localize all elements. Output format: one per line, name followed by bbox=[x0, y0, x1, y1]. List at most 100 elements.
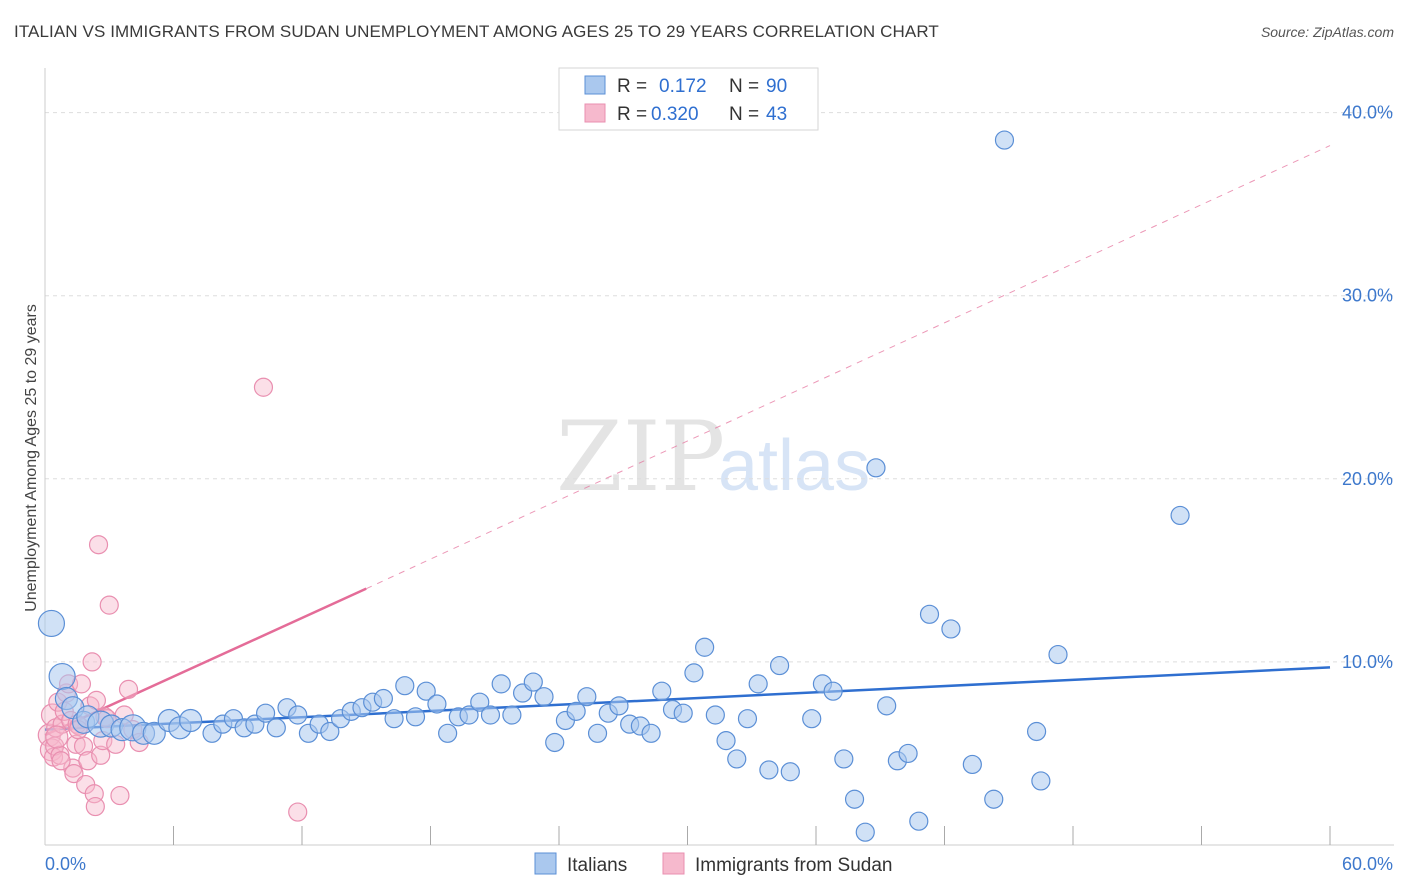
point-italians bbox=[480, 705, 501, 725]
point-italians bbox=[566, 701, 586, 721]
point-italians bbox=[438, 723, 458, 743]
point-italians bbox=[994, 130, 1015, 150]
stats-n-value-1: 90 bbox=[766, 76, 787, 97]
point-italians bbox=[255, 703, 276, 723]
stats-swatch-italians bbox=[584, 75, 606, 95]
point-italians bbox=[1026, 721, 1047, 742]
point-italians bbox=[534, 687, 554, 707]
point-italians bbox=[179, 708, 203, 733]
point-sudan bbox=[88, 535, 109, 555]
point-italians bbox=[384, 709, 404, 729]
source-label: Source: ZipAtlas.com bbox=[1260, 24, 1394, 40]
point-italians bbox=[427, 694, 447, 714]
point-italians bbox=[288, 705, 308, 725]
point-italians bbox=[984, 789, 1004, 809]
point-italians bbox=[716, 731, 736, 751]
stats-r-value-1: 0.172 bbox=[659, 76, 707, 97]
point-italians bbox=[866, 458, 886, 478]
point-italians bbox=[416, 681, 436, 701]
stats-r-label-2: R = bbox=[617, 104, 647, 125]
point-italians bbox=[502, 705, 522, 725]
data-points bbox=[37, 130, 1190, 842]
point-italians bbox=[695, 637, 715, 657]
point-italians bbox=[320, 721, 340, 742]
point-italians bbox=[1170, 505, 1190, 526]
point-sudan bbox=[82, 652, 102, 672]
point-sudan bbox=[64, 763, 84, 784]
stats-n-value-2: 43 bbox=[766, 104, 787, 125]
point-italians bbox=[395, 676, 415, 696]
stats-r-label-1: R = bbox=[617, 76, 647, 97]
y-tick-label: 10.0% bbox=[1342, 652, 1393, 672]
point-italians bbox=[727, 749, 747, 769]
point-italians bbox=[802, 709, 822, 729]
point-italians bbox=[523, 672, 543, 692]
point-italians bbox=[737, 709, 758, 729]
legend-label-italians: Italians bbox=[567, 855, 627, 876]
point-sudan bbox=[85, 796, 105, 817]
point-italians bbox=[405, 707, 426, 727]
point-italians bbox=[919, 604, 940, 624]
point-italians bbox=[1048, 644, 1068, 665]
trend-extension-sudan bbox=[366, 145, 1331, 590]
point-italians bbox=[373, 688, 393, 709]
watermark-atlas: atlas bbox=[718, 426, 870, 506]
point-sudan bbox=[45, 725, 69, 749]
point-italians bbox=[941, 619, 961, 639]
legend-label-sudan: Immigrants from Sudan bbox=[695, 855, 892, 876]
point-sudan bbox=[253, 377, 274, 397]
point-italians bbox=[909, 811, 929, 831]
chart-title: ITALIAN VS IMMIGRANTS FROM SUDAN UNEMPLO… bbox=[14, 22, 939, 41]
stats-swatch-sudan bbox=[584, 103, 606, 123]
point-italians bbox=[266, 718, 286, 738]
point-italians bbox=[705, 705, 725, 725]
y-axis-label: Unemployment Among Ages 25 to 29 years bbox=[23, 304, 40, 612]
point-sudan bbox=[91, 745, 111, 765]
point-italians bbox=[780, 762, 800, 782]
point-italians bbox=[769, 655, 790, 676]
y-tick-label: 20.0% bbox=[1342, 469, 1393, 489]
stats-n-label-1: N = bbox=[729, 76, 759, 97]
x-tick-label-min: 0.0% bbox=[45, 854, 86, 874]
gridlines bbox=[45, 112, 1394, 663]
point-italians bbox=[877, 696, 897, 716]
x-tick-label-max: 60.0% bbox=[1342, 854, 1393, 874]
point-italians bbox=[1031, 771, 1051, 791]
watermark-zip: ZIP bbox=[556, 401, 725, 513]
point-italians bbox=[898, 743, 918, 764]
point-italians bbox=[748, 674, 768, 694]
point-italians bbox=[855, 822, 875, 842]
point-italians bbox=[609, 696, 629, 716]
stats-r-value-2: 0.320 bbox=[651, 104, 699, 125]
point-italians bbox=[834, 749, 854, 769]
point-italians bbox=[823, 681, 843, 701]
point-italians bbox=[577, 687, 597, 707]
y-tick-label: 30.0% bbox=[1342, 286, 1393, 306]
point-italians bbox=[459, 705, 479, 725]
point-sudan bbox=[288, 802, 308, 822]
point-italians bbox=[37, 609, 66, 638]
stats-n-label-2: N = bbox=[729, 104, 759, 125]
point-sudan bbox=[51, 751, 71, 771]
point-italians bbox=[652, 681, 672, 701]
point-italians bbox=[673, 703, 693, 723]
point-italians bbox=[142, 721, 166, 745]
point-italians bbox=[684, 663, 704, 683]
point-italians bbox=[545, 732, 565, 753]
point-italians bbox=[962, 754, 982, 775]
point-sudan bbox=[110, 785, 130, 806]
point-italians bbox=[641, 723, 661, 743]
point-italians bbox=[587, 723, 608, 743]
point-italians bbox=[48, 662, 76, 691]
point-sudan bbox=[99, 595, 119, 615]
point-italians bbox=[470, 692, 490, 712]
point-italians bbox=[491, 674, 511, 694]
legend-swatch-sudan bbox=[662, 852, 685, 875]
series-legend: Italians Immigrants from Sudan bbox=[534, 852, 892, 876]
point-sudan bbox=[50, 745, 70, 765]
point-sudan bbox=[66, 734, 86, 754]
point-sudan bbox=[118, 679, 139, 699]
axes: 10.0% 20.0% 30.0% 40.0% 0.0% 60.0% bbox=[44, 68, 1394, 874]
legend-swatch-italians bbox=[534, 852, 557, 875]
